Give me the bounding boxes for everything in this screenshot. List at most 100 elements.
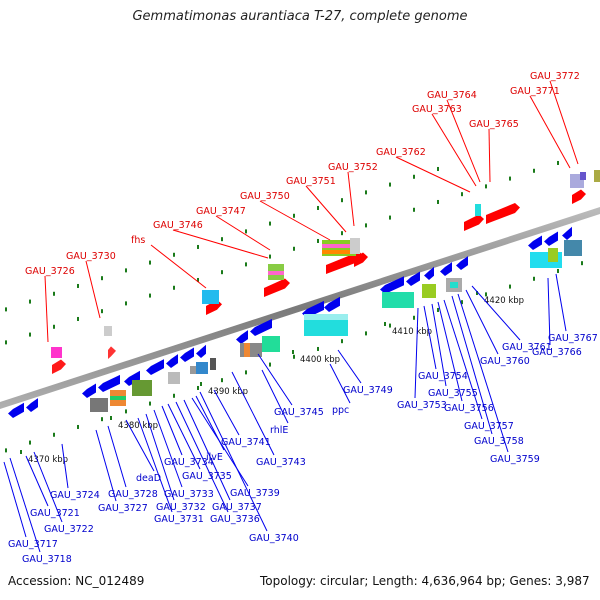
leader-line [451,295,493,435]
reverse-gene-arrow [324,296,340,312]
genome-title: Gemmatimonas aurantiaca T-27, complete g… [132,9,468,24]
scale-tick-mark [200,382,202,386]
leader-line [471,285,521,341]
genome-backbone [0,207,600,409]
forward-gene-arrow [486,202,520,224]
forward-gene-arrow [354,252,368,267]
leader-line [9,457,41,553]
feature-box [580,172,586,180]
feature-box [244,343,250,357]
reverse-gene-label: GAU_3767 [548,333,598,344]
forward-gene-arrow [326,251,364,274]
scale-tick-label: 4400 kbp [300,355,340,365]
reverse-gene-arrow [180,347,194,362]
tick-mark [197,277,199,282]
tick-mark [317,238,319,243]
tick-mark [365,331,367,336]
leader-line [259,200,331,241]
tick-mark [533,168,535,173]
leader-line [172,229,269,259]
tick-mark [413,174,415,179]
scale-tick-label: 4380 kbp [118,421,158,431]
reverse-gene-label: GAU_3717 [8,539,58,550]
reverse-gene-arrow [196,344,206,358]
reverse-gene-label: GAU_3766 [532,347,582,358]
leader-line [457,293,509,453]
feature-box [210,358,216,370]
leader-line [257,353,293,406]
tick-mark [269,254,271,259]
gene-features [8,170,600,418]
feature-box [322,244,356,248]
tick-mark [173,285,175,290]
tick-mark [53,291,55,296]
gene-labels: GAU_3726 GAU_3730 fhs GAU_3746 GAU_3747 GAU_3… [8,71,598,565]
reverse-gene-arrow [236,330,248,344]
reverse-gene-label: GAU_3761 [502,342,552,353]
reverse-gene-label: GAU_3718 [22,554,72,565]
reverse-gene-arrow [98,374,120,392]
tick-mark [149,260,151,265]
leader-line [61,443,69,489]
feature-box [450,282,458,288]
leader-line [555,273,567,332]
forward-gene-label: GAU_3730 [66,251,116,262]
leader-line [44,275,49,343]
reverse-gene-label: GAU_3734 [164,457,214,468]
forward-gene-label: GAU_3750 [240,191,290,202]
tick-mark [245,262,247,267]
leader-line [161,405,183,456]
feature-box [196,362,208,374]
leader-line [549,80,579,165]
reverse-gene-label: GAU_3760 [480,356,530,367]
feature-box [51,347,62,358]
tick-mark [29,332,31,337]
tick-mark [101,276,103,281]
reverse-gene-arrow [26,398,38,412]
leader-line [443,299,483,420]
reverse-gene-arrow [440,262,452,276]
tick-mark [509,176,511,181]
leader-line [305,185,347,233]
tick-mark [173,393,175,398]
leader-line [85,260,101,319]
forward-gene-label: GAU_3771 [510,86,560,97]
tick-mark [221,237,223,242]
tick-mark [557,160,559,165]
reverse-gene-label: GAU_3756 [444,403,494,414]
reverse-gene-label: GAU_3745 [274,407,324,418]
tick-mark [101,309,103,314]
tick-mark [341,339,343,344]
feature-box [548,248,558,262]
reverse-gene-arrow [8,402,24,418]
leader-line [547,277,551,346]
reverse-gene-label: ppc [332,405,349,416]
tick-mark [29,299,31,304]
feature-box [382,292,414,308]
tick-mark [365,190,367,195]
reverse-gene-label: GAU_3721 [30,508,80,519]
feature-box [475,204,481,216]
reverse-gene-label: GAU_3757 [464,421,514,432]
leader-line [3,461,27,538]
tick-mark [485,184,487,189]
forward-gene-label: GAU_3752 [328,162,378,173]
tick-mark [77,283,79,288]
reverse-gene-label: GAU_3732 [156,502,206,513]
tick-mark [173,252,175,257]
tick-mark [77,316,79,321]
scale-tick-label: 4370 kbp [28,455,68,465]
leader-line [261,369,289,424]
reverse-gene-label: deaD [136,473,161,484]
tick-mark [389,323,391,328]
scale-ticks: 4370 kbp 4380 kbp 4390 kbp 4400 kbp 4410 kbp… [5,160,583,465]
reverse-gene-arrow [146,359,164,375]
reverse-gene-arrow [544,231,558,246]
reverse-gene-label: GAU_3724 [50,490,100,501]
tick-mark [149,293,151,298]
reverse-gene-label: GAU_3758 [474,436,524,447]
leader-line [150,244,207,289]
tick-mark [149,401,151,406]
leader-line [137,417,173,513]
forward-gene-label: GAU_3763 [412,104,462,115]
